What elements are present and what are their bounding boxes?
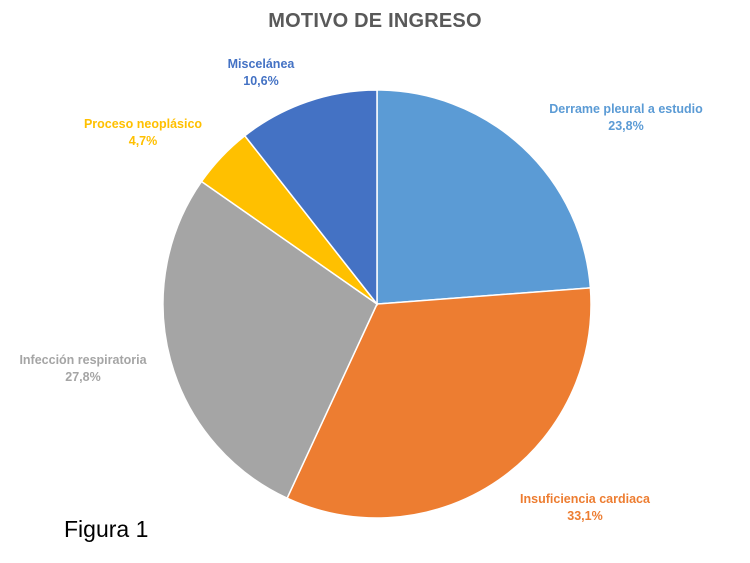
slice-name-insuficiencia-cardiaca: Insuficiencia cardiaca [520, 492, 650, 506]
slice-label-proceso-neoplasico: Proceso neoplásico 4,7% [84, 116, 202, 150]
slice-name-proceso-neoplasico: Proceso neoplásico [83, 117, 203, 131]
pie-slice-infeccion-respiratoria [162, 180, 378, 500]
slice-label-derrame-pleural: Derrame pleural a estudio 23,8% [549, 101, 703, 135]
slice-value-proceso-neoplasico: 4,7% [128, 134, 158, 148]
chart-title: MOTIVO DE INGRESO [268, 10, 482, 32]
slice-label-insuficiencia-cardiaca: Insuficiencia cardiaca 33,1% [520, 491, 650, 525]
slice-label-infeccion-respiratoria: Infección respiratoria 27,8% [19, 352, 146, 386]
slice-name-miscelanea: Miscelánea [227, 57, 295, 71]
slice-value-infeccion-respiratoria: 27,8% [65, 370, 101, 384]
slice-value-insuficiencia-cardiaca: 33,1% [567, 509, 603, 523]
pie-slice-miscelanea [243, 89, 378, 307]
slice-name-infeccion-respiratoria: Infección respiratoria [19, 353, 147, 367]
slice-value-miscelanea: 10,6% [243, 74, 279, 88]
pie-slice-derrame-pleural [376, 89, 592, 305]
pie-slice-insuficiencia-cardiaca [286, 287, 592, 519]
slice-name-derrame-pleural: Derrame pleural a estudio [549, 102, 703, 116]
figure-caption: Figura 1 [64, 516, 149, 542]
slice-label-miscelanea: Miscelánea 10,6% [228, 56, 295, 90]
slice-value-derrame-pleural: 23,8% [608, 119, 644, 133]
